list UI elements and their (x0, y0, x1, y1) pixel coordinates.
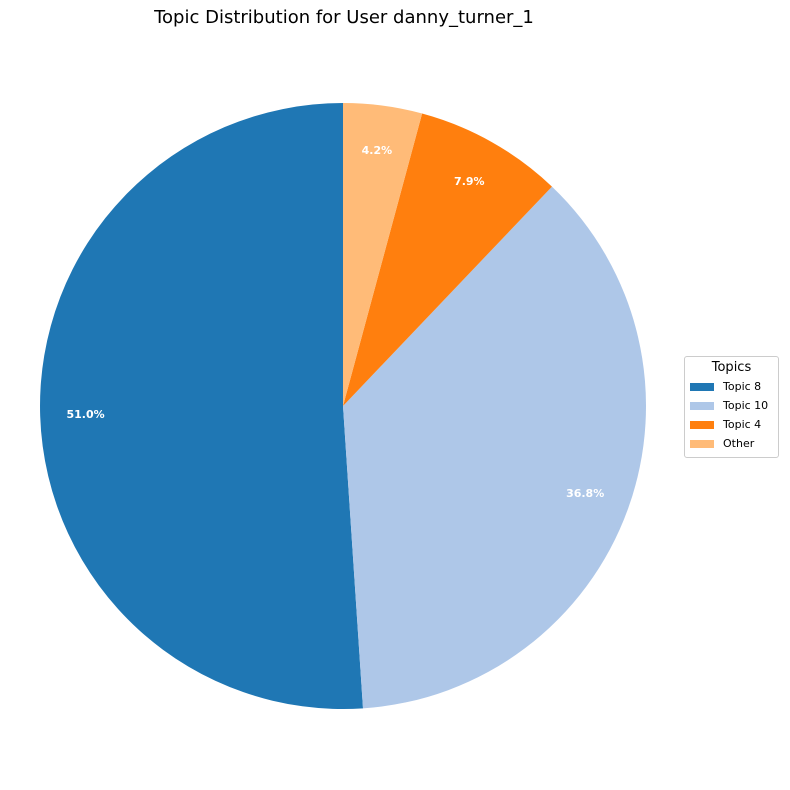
slice-value-label-topic-10: 36.8% (566, 487, 604, 500)
chart-title: Topic Distribution for User danny_turner… (154, 7, 534, 28)
legend-item-topic-4: Topic 4 (690, 415, 773, 434)
pie-slices (40, 103, 647, 710)
legend-label: Topic 8 (723, 380, 762, 393)
legend-swatch (690, 420, 714, 429)
legend-title: Topics (711, 360, 752, 375)
slice-value-label-topic-8: 51.0% (67, 408, 105, 421)
legend-item-topic-8: Topic 8 (690, 377, 773, 396)
legend-item-other: Other (690, 434, 773, 453)
legend-label: Topic 4 (723, 418, 762, 431)
pie-slice-topic-8 (40, 103, 363, 710)
slice-value-label-topic-4: 7.9% (454, 175, 485, 188)
slice-value-label-other: 4.2% (362, 144, 393, 157)
legend-swatch (690, 382, 714, 391)
legend-swatch (690, 401, 714, 410)
pie-slice-topic-4 (343, 113, 552, 406)
legend-items: Topic 8 Topic 10 Topic 4 Other (690, 377, 773, 453)
legend-swatch (690, 439, 714, 448)
legend-label: Topic 10 (723, 399, 769, 412)
legend-item-topic-10: Topic 10 (690, 396, 773, 415)
pie-slice-other (343, 103, 423, 406)
pie-slice-topic-10 (343, 186, 647, 709)
legend-label: Other (723, 437, 755, 450)
pie-slice-labels: 51.0% 36.8% 7.9% 4.2% (67, 144, 605, 500)
legend: Topics Topic 8 Topic 10 Topic 4 Other (684, 356, 779, 458)
